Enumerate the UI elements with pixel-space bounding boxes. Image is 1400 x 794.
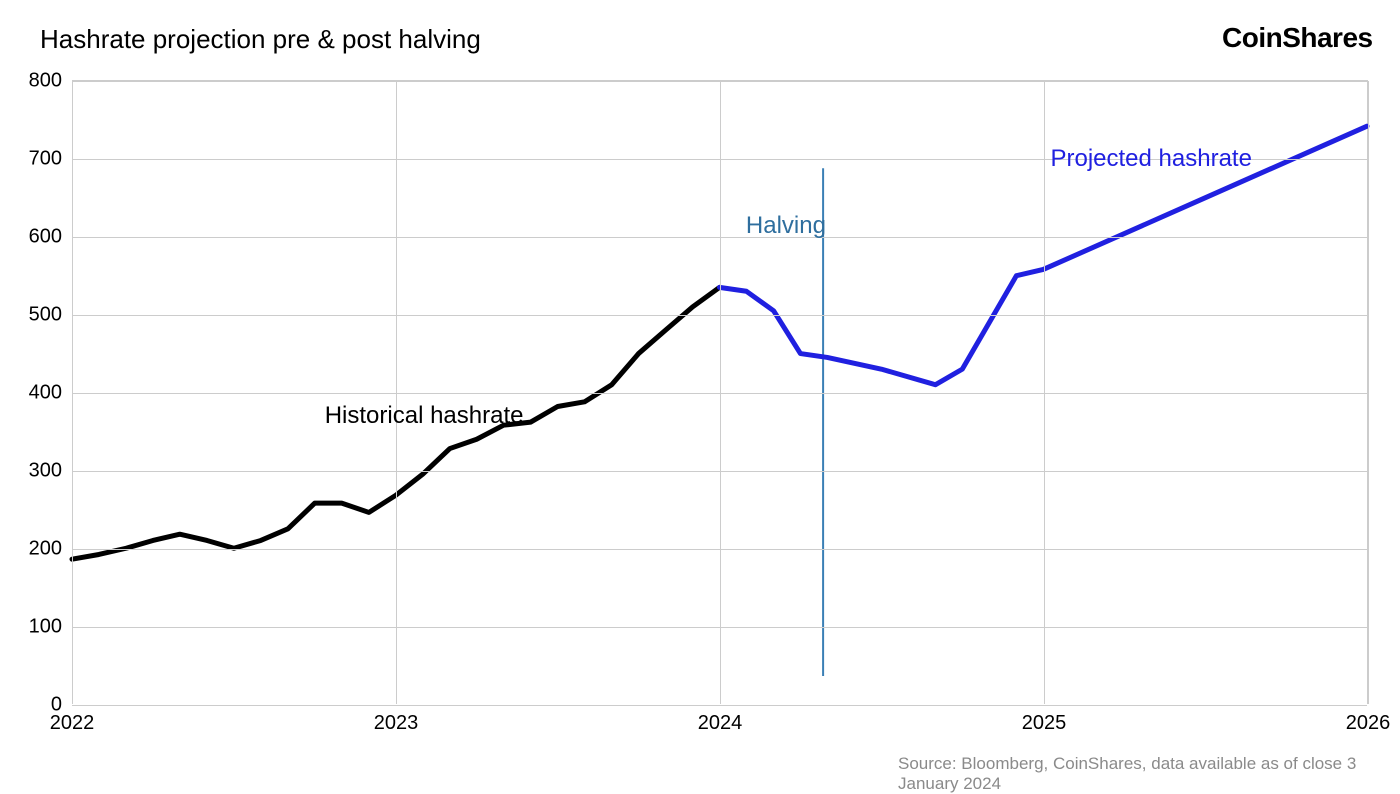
gridline-v: [72, 81, 73, 704]
plot-area: 0100200300400500600700800202220232024202…: [72, 80, 1368, 704]
y-tick-label: 100: [29, 616, 62, 639]
gridline-v: [396, 81, 397, 704]
y-tick-label: 700: [29, 148, 62, 171]
y-tick-label: 600: [29, 226, 62, 249]
source-text: Source: Bloomberg, CoinShares, data avai…: [898, 754, 1400, 794]
gridline-v: [1044, 81, 1045, 704]
x-tick-label: 2026: [1346, 712, 1391, 735]
y-tick-label: 400: [29, 382, 62, 405]
gridline-h: [72, 705, 1367, 706]
x-tick-label: 2022: [50, 712, 95, 735]
gridline-v: [720, 81, 721, 704]
annotation-halving_label: Halving: [746, 212, 826, 240]
y-tick-label: 500: [29, 304, 62, 327]
x-tick-label: 2024: [698, 712, 743, 735]
y-tick-label: 200: [29, 538, 62, 561]
x-tick-label: 2023: [374, 712, 419, 735]
brand-logo: CoinShares: [1222, 22, 1373, 54]
gridline-v: [1368, 81, 1369, 704]
x-tick-label: 2025: [1022, 712, 1067, 735]
chart-title: Hashrate projection pre & post halving: [40, 24, 481, 55]
annotation-historical_label: Historical hashrate: [325, 402, 524, 430]
annotation-projected_label: Projected hashrate: [1050, 145, 1251, 173]
y-tick-label: 300: [29, 460, 62, 483]
y-tick-label: 800: [29, 70, 62, 93]
